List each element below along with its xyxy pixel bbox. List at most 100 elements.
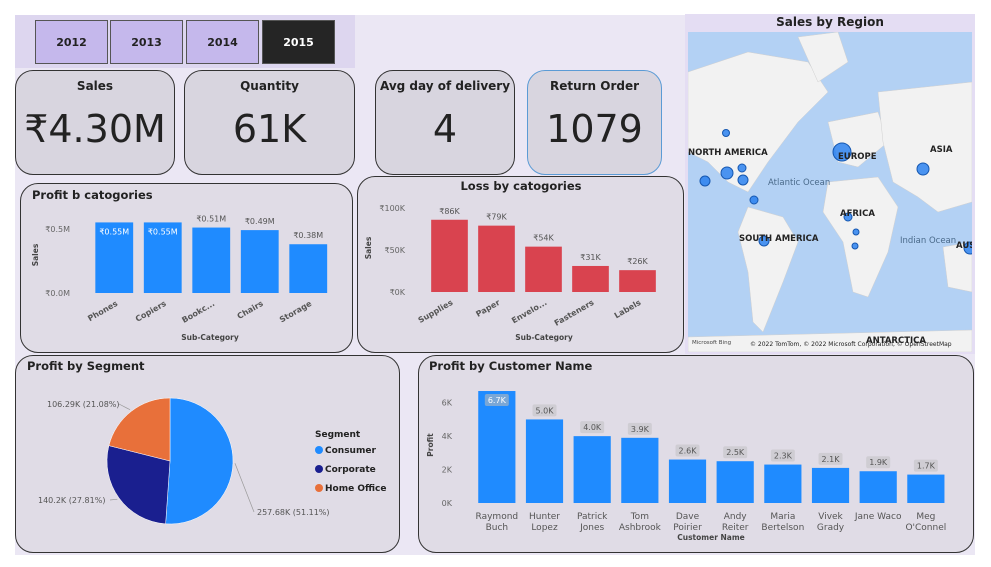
map[interactable]: NORTH AMERICA EUROPE ASIA Atlantic Ocean… xyxy=(688,32,972,352)
bar xyxy=(192,227,231,293)
bar xyxy=(572,265,609,292)
year-button[interactable]: 2012 xyxy=(35,20,108,64)
bar xyxy=(431,219,468,292)
value-label-bg xyxy=(913,459,938,472)
x-tick-label: Supplies xyxy=(417,298,455,325)
x-tick-label: Storage xyxy=(278,299,314,325)
value-label: 2.1K xyxy=(822,455,841,464)
bubble xyxy=(758,235,770,247)
kpi-value: ₹4.30M xyxy=(24,107,166,151)
y-axis-label: Sales xyxy=(364,236,373,259)
y-tick-label: ₹50K xyxy=(384,246,405,255)
x-tick-label: Copiers xyxy=(134,299,168,324)
kpi-card: Sales ₹4.30M xyxy=(15,70,175,175)
value-label-bg xyxy=(532,404,557,417)
land xyxy=(688,329,972,352)
legend-label: Consumer xyxy=(325,446,376,456)
y-axis-label: Sales xyxy=(31,243,40,266)
legend-label: Corporate xyxy=(325,465,376,475)
bar xyxy=(573,436,611,503)
bar xyxy=(668,459,707,503)
map-label: Indian Ocean xyxy=(900,236,956,246)
chart-title: Profit by Customer Name xyxy=(429,359,592,373)
x-tick-label: Maria Bertelson xyxy=(761,512,805,533)
year-button[interactable]: 2013 xyxy=(110,20,183,64)
bubble xyxy=(737,174,749,186)
bar xyxy=(240,230,279,293)
bubble xyxy=(851,242,859,250)
x-tick-label: Andy Reiter xyxy=(721,512,749,533)
y-tick-label: ₹0.0M xyxy=(45,289,70,298)
year-button[interactable]: 2015 xyxy=(262,20,335,64)
value-label: ₹0.38M xyxy=(293,231,323,240)
x-tick-label: Phones xyxy=(86,299,119,323)
y-tick-label: ₹100K xyxy=(379,204,405,213)
land xyxy=(942,241,972,293)
kpi-card: Avg day of delivery 4 xyxy=(375,70,515,175)
bar xyxy=(95,222,134,293)
map-label: NORTH AMERICA xyxy=(688,148,768,158)
value-label: ₹0.49M xyxy=(245,217,275,226)
pie-slice xyxy=(108,397,171,462)
value-label: ₹31K xyxy=(580,253,601,262)
x-tick-label: Chairs xyxy=(236,299,265,321)
map-label: AFRICA xyxy=(840,209,875,219)
map-label: SOUTH AMERICA xyxy=(739,234,819,244)
x-tick-label: Bookc... xyxy=(180,299,216,325)
y-tick-label: 2K xyxy=(442,466,453,475)
bar xyxy=(811,467,850,503)
x-axis-label: Sub-Category xyxy=(181,333,239,342)
kpi-label: Avg day of delivery xyxy=(379,79,511,93)
x-tick-label: Patrick Jones xyxy=(576,512,608,533)
land xyxy=(737,206,799,333)
x-tick-label: Hunter Lopez xyxy=(529,512,560,533)
x-tick-label: Vivek Grady xyxy=(816,512,845,533)
y-tick-label: ₹0K xyxy=(390,288,406,297)
kpi-label: Sales xyxy=(76,79,114,93)
bubble xyxy=(832,142,852,162)
bubble xyxy=(852,228,860,236)
value-label: ₹0.55M xyxy=(148,227,178,236)
bubble xyxy=(720,166,734,180)
bar xyxy=(716,461,754,503)
value-label: ₹86K xyxy=(439,207,460,216)
leader-line xyxy=(109,498,118,501)
value-label: ₹0.55M xyxy=(99,227,129,236)
value-label: 3.9K xyxy=(631,425,650,434)
value-label: 6.7K xyxy=(488,396,507,405)
map-panel: Sales by Region xyxy=(685,14,975,354)
x-tick-label: Dave Poirier xyxy=(673,512,702,533)
legend-title: Segment xyxy=(315,430,361,440)
bar xyxy=(907,474,945,503)
x-tick-label: Raymond Buch xyxy=(475,512,519,533)
map-label: Atlantic Ocean xyxy=(768,178,830,188)
value-label-bg xyxy=(866,456,891,469)
kpi-value: 61K xyxy=(232,107,307,151)
value-label: 2.3K xyxy=(774,452,793,461)
value-label: ₹54K xyxy=(533,234,554,243)
bar xyxy=(478,391,516,503)
kpi-card: Quantity 61K xyxy=(184,70,355,175)
kpi-label: Return Order xyxy=(549,79,640,93)
chart-title: Profit b catogories xyxy=(32,188,153,202)
leader-line xyxy=(234,463,255,513)
land xyxy=(822,176,899,298)
bar xyxy=(525,419,564,503)
bar xyxy=(143,222,182,293)
value-label: 2.5K xyxy=(726,448,745,457)
value-label-bg xyxy=(580,421,605,434)
y-tick-label: 0K xyxy=(442,499,453,508)
value-label: 257.68K (51.11%) xyxy=(257,508,330,517)
year-button[interactable]: 2014 xyxy=(186,20,259,64)
bar xyxy=(859,471,897,503)
value-label: 4.0K xyxy=(583,423,602,432)
x-tick-label: Jane Waco xyxy=(854,512,902,522)
pie-slice xyxy=(106,445,171,525)
bar xyxy=(289,244,328,293)
bar xyxy=(619,270,656,292)
kpi-value: 4 xyxy=(432,107,458,151)
value-label: 2.6K xyxy=(679,447,698,456)
bubble xyxy=(749,195,759,205)
map-label: ANTARCTICA xyxy=(866,336,926,346)
